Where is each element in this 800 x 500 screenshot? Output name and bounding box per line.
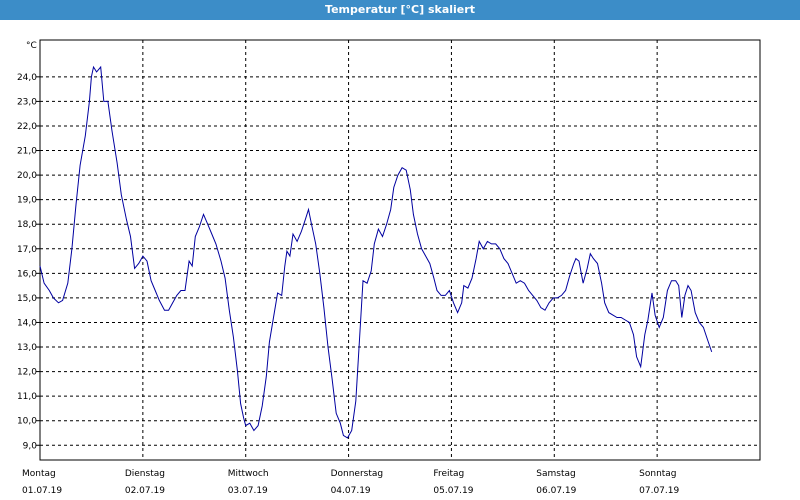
x-date-label: 02.07.19 (125, 486, 165, 496)
y-tick-label: 12,0 (17, 368, 37, 378)
y-tick-label: 23,0 (17, 97, 37, 107)
x-day-label: Mittwoch (228, 469, 269, 479)
y-tick-label: 15,0 (17, 294, 37, 304)
x-day-label: Samstag (536, 469, 575, 479)
plot-area (39, 39, 761, 461)
y-tick-label: 18,0 (17, 220, 37, 230)
y-tick-label: 16,0 (17, 269, 37, 279)
y-tick-label: 11,0 (17, 392, 37, 402)
y-axis-unit: °C (26, 41, 37, 51)
x-day-label: Sonntag (639, 469, 676, 479)
y-tick-label: 22,0 (17, 122, 37, 132)
x-day-label: Dienstag (125, 469, 165, 479)
chart-title: Temperatur [°C] skaliert (325, 3, 475, 16)
x-day-label: Donnerstag (331, 469, 384, 479)
temperature-series-line (39, 65, 713, 439)
y-tick-label: 20,0 (17, 171, 37, 181)
chart-title-bar: Temperatur [°C] skaliert (0, 0, 800, 20)
y-tick-label: 24,0 (17, 73, 37, 83)
y-tick-label: 9,0 (23, 441, 38, 451)
y-tick-label: 14,0 (17, 318, 37, 328)
y-tick-label: 13,0 (17, 343, 37, 353)
x-date-label: 04.07.19 (331, 486, 371, 496)
y-tick-label: 17,0 (17, 245, 37, 255)
x-date-label: 07.07.19 (639, 486, 679, 496)
x-date-label: 01.07.19 (22, 486, 62, 496)
x-date-label: 03.07.19 (228, 486, 268, 496)
x-day-label: Freitag (433, 469, 464, 479)
x-date-label: 05.07.19 (433, 486, 473, 496)
y-tick-label: 21,0 (17, 147, 37, 157)
y-tick-label: 19,0 (17, 196, 37, 206)
x-date-label: 06.07.19 (536, 486, 576, 496)
y-tick-label: 10,0 (17, 417, 37, 427)
x-day-label: Montag (22, 469, 56, 479)
